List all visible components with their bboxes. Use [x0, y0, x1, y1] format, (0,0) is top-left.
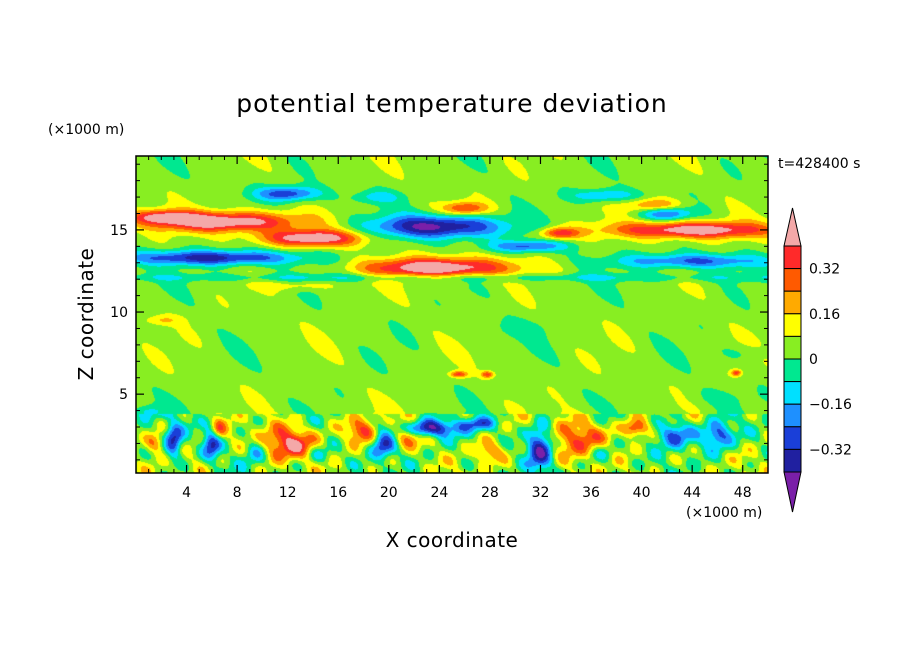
colorbar-box — [783, 426, 802, 450]
colorbar-tick-label: 0.32 — [809, 262, 840, 278]
y-tick-label: 5 — [119, 387, 128, 403]
x-tick-label: 12 — [279, 485, 297, 501]
time-label: t=428400 s — [778, 156, 860, 172]
x-tick-label: 24 — [430, 485, 448, 501]
y-axis-ticks: 5 10 15 — [110, 163, 768, 461]
colorbar-tick-label: 0.16 — [809, 307, 840, 323]
y-tick-label: 10 — [110, 305, 128, 321]
colorbar-box — [783, 245, 802, 270]
contour-plot-area — [136, 156, 768, 473]
y-axis-label: Z coordinate — [74, 248, 98, 381]
x-tick-label: 20 — [380, 485, 398, 501]
x-tick-label: 8 — [233, 485, 242, 501]
colorbar-tick-label: −0.32 — [809, 442, 852, 458]
colorbar: 0.32 0.16 0 −0.16 −0.32 — [783, 207, 852, 513]
colorbar-box — [783, 403, 802, 428]
x-tick-label: 32 — [532, 485, 550, 501]
x-axis-ticks: 4 8 12 16 20 24 28 32 36 40 44 48 — [148, 156, 769, 501]
colorbar-tick-label: 0 — [809, 352, 818, 368]
y-unit-label: (×1000 m) — [48, 122, 124, 138]
colorbar-box — [783, 290, 802, 315]
colorbar-box — [783, 335, 802, 360]
x-unit-label: (×1000 m) — [686, 505, 762, 521]
y-tick-label: 15 — [110, 223, 128, 239]
x-tick-label: 36 — [582, 485, 600, 501]
colorbar-tick-label: −0.16 — [809, 397, 852, 413]
x-tick-label: 40 — [633, 485, 651, 501]
colorbar-box — [783, 358, 802, 383]
x-tick-label: 48 — [734, 485, 752, 501]
chart-title: potential temperature deviation — [236, 89, 667, 118]
colorbar-box — [783, 313, 802, 337]
x-tick-label: 16 — [329, 485, 347, 501]
colorbar-top-triangle — [783, 207, 802, 247]
x-tick-label: 44 — [683, 485, 701, 501]
x-axis-label: X coordinate — [386, 528, 519, 552]
colorbar-box — [783, 381, 802, 405]
x-tick-label: 28 — [481, 485, 499, 501]
x-tick-label: 4 — [182, 485, 191, 501]
colorbar-box — [783, 448, 802, 473]
contour-fill — [136, 156, 768, 473]
colorbar-box — [783, 268, 802, 292]
colorbar-bottom-triangle — [783, 471, 802, 513]
